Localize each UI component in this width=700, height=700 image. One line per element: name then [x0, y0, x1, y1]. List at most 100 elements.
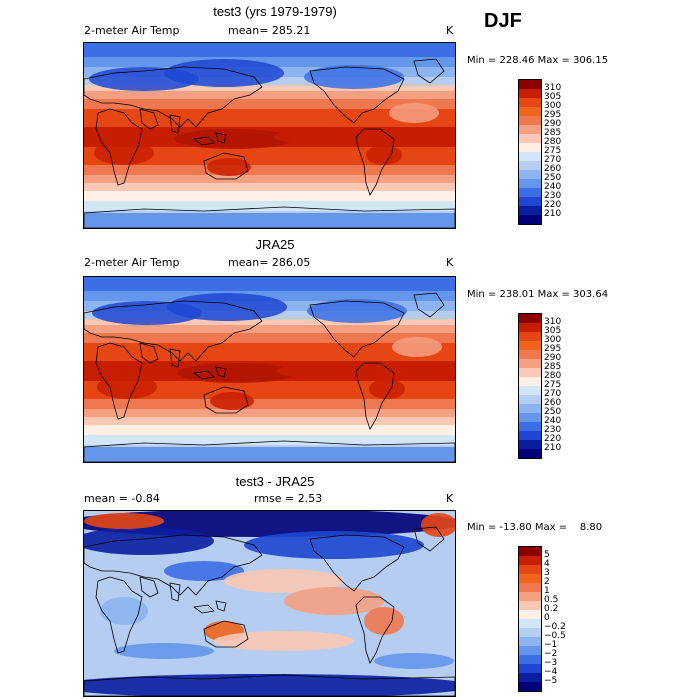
colorbar-tick-label: 270	[544, 389, 562, 399]
colorbar-swatch	[519, 440, 541, 449]
colorbar-tick-label: 4	[544, 559, 550, 569]
colorbar-tick-label: 270	[544, 155, 562, 165]
colorbar-swatch	[519, 601, 541, 610]
colorbar-tick-label: 250	[544, 173, 562, 183]
panel-2-mean-label: mean= 286.05	[228, 256, 311, 269]
colorbar-swatches	[518, 546, 542, 692]
panel-1-minmax: Min = 228.46 Max = 306.15	[467, 55, 609, 66]
colorbar-tick-label: 230	[544, 425, 562, 435]
panel-3-title: test3 - JRA25	[235, 474, 315, 489]
panel-1-mean-label: mean= 285.21	[228, 24, 311, 37]
colorbar-tick-label: 250	[544, 407, 562, 417]
colorbar-swatch	[519, 619, 541, 628]
colorbar-tick-label: 285	[544, 128, 562, 138]
panel-3-units: K	[446, 492, 454, 505]
colorbar-tick-label: 0.5	[544, 595, 559, 605]
colorbar-swatch	[519, 682, 541, 691]
colorbar-swatches	[518, 79, 542, 225]
colorbar-tick-label: 300	[544, 101, 562, 111]
colorbar-swatch	[519, 646, 541, 655]
colorbar-tick-label: −3	[544, 658, 558, 668]
colorbar-tick-label: 220	[544, 200, 562, 210]
colorbar-swatch	[519, 170, 541, 179]
colorbar-tick-label: 285	[544, 362, 562, 372]
colorbar-swatch	[519, 359, 541, 368]
colorbar-swatch	[519, 188, 541, 197]
colorbar-tick-label: 275	[544, 146, 562, 156]
colorbar-swatch	[519, 161, 541, 170]
panel-1-title: test3 (yrs 1979-1979)	[213, 4, 337, 19]
colorbar-tick-label: 305	[544, 326, 562, 336]
colorbar-swatch	[519, 152, 541, 161]
colorbar-swatch	[519, 673, 541, 682]
colorbar-tick-label: −0.5	[544, 631, 566, 641]
panel-1-map-image	[84, 43, 455, 228]
colorbar-tick-label: 2	[544, 577, 550, 587]
panel-3-minmax: Min = -13.80 Max = 8.80	[467, 522, 603, 533]
colorbar-swatch	[519, 404, 541, 413]
colorbar-tick-label: −5	[544, 676, 558, 686]
colorbar-swatch	[519, 197, 541, 206]
colorbar-swatch	[519, 116, 541, 125]
colorbar-swatch	[519, 449, 541, 458]
colorbar-swatch	[519, 413, 541, 422]
colorbar-swatch	[519, 206, 541, 215]
colorbar-tick-label: −2	[544, 649, 558, 659]
colorbar-swatch	[519, 323, 541, 332]
colorbar-tick-label: −4	[544, 667, 558, 677]
colorbar-swatch	[519, 125, 541, 134]
colorbar-swatch	[519, 350, 541, 359]
panel-2-map	[83, 276, 456, 463]
panel-3-rmse-label: rmse = 2.53	[254, 492, 323, 505]
colorbar-swatch	[519, 215, 541, 224]
colorbar-swatch	[519, 655, 541, 664]
colorbar-tick-label: 0	[544, 613, 550, 623]
colorbar-swatch	[519, 395, 541, 404]
season-label: DJF	[484, 10, 522, 32]
colorbar-swatch	[519, 107, 541, 116]
colorbar-tick-label: 240	[544, 182, 562, 192]
colorbar-tick-label: 260	[544, 164, 562, 174]
colorbar-swatch	[519, 368, 541, 377]
colorbar-tick-label: 240	[544, 416, 562, 426]
panel-1-map	[83, 42, 456, 229]
panel-1-variable-label: 2-meter Air Temp	[84, 24, 180, 37]
colorbar-swatch	[519, 431, 541, 440]
colorbar-swatch	[519, 386, 541, 395]
colorbar-swatch	[519, 80, 541, 89]
colorbar-tick-label: 305	[544, 92, 562, 102]
colorbar-tick-label: 5	[544, 550, 550, 560]
colorbar-swatch	[519, 565, 541, 574]
colorbar-tick-label: 280	[544, 371, 562, 381]
colorbar-tick-label: 310	[544, 317, 562, 327]
panel-2-minmax: Min = 238.01 Max = 303.64	[467, 289, 609, 300]
panel-3-mean-label: mean = -0.84	[84, 492, 160, 505]
panel-1-units: K	[446, 24, 454, 37]
colorbar-tick-label: 280	[544, 137, 562, 147]
colorbar-tick-label: 210	[544, 443, 562, 453]
colorbar-swatch	[519, 547, 541, 556]
colorbar-swatch	[519, 341, 541, 350]
colorbar-swatches	[518, 313, 542, 459]
colorbar-swatch	[519, 610, 541, 619]
panel-1-colorbar: 310 305 300 295 290 285 280 275 270 260 250 240 230 2…	[518, 79, 561, 225]
colorbar-swatch	[519, 134, 541, 143]
panel-2-variable-label: 2-meter Air Temp	[84, 256, 180, 269]
colorbar-tick-label: 260	[544, 398, 562, 408]
colorbar-swatch	[519, 179, 541, 188]
panel-3-colorbar: 5 4 3 2 1 0.5 0.2 0 −0.2 −0.5 −1 −2 −3 −4 −5	[518, 546, 566, 692]
colorbar-swatch	[519, 592, 541, 601]
colorbar-tick-label: 220	[544, 434, 562, 444]
colorbar-swatch	[519, 314, 541, 323]
colorbar-tick-label: 210	[544, 209, 562, 219]
colorbar-swatch	[519, 556, 541, 565]
colorbar-swatch	[519, 143, 541, 152]
colorbar-swatch	[519, 574, 541, 583]
colorbar-swatch	[519, 422, 541, 431]
colorbar-tick-label: 310	[544, 83, 562, 93]
colorbar-tick-label: 230	[544, 191, 562, 201]
colorbar-tick-label: 0.2	[544, 604, 559, 614]
panel-2-title: JRA25	[255, 237, 295, 252]
colorbar-tick-label: 290	[544, 353, 562, 363]
colorbar-swatch	[519, 89, 541, 98]
